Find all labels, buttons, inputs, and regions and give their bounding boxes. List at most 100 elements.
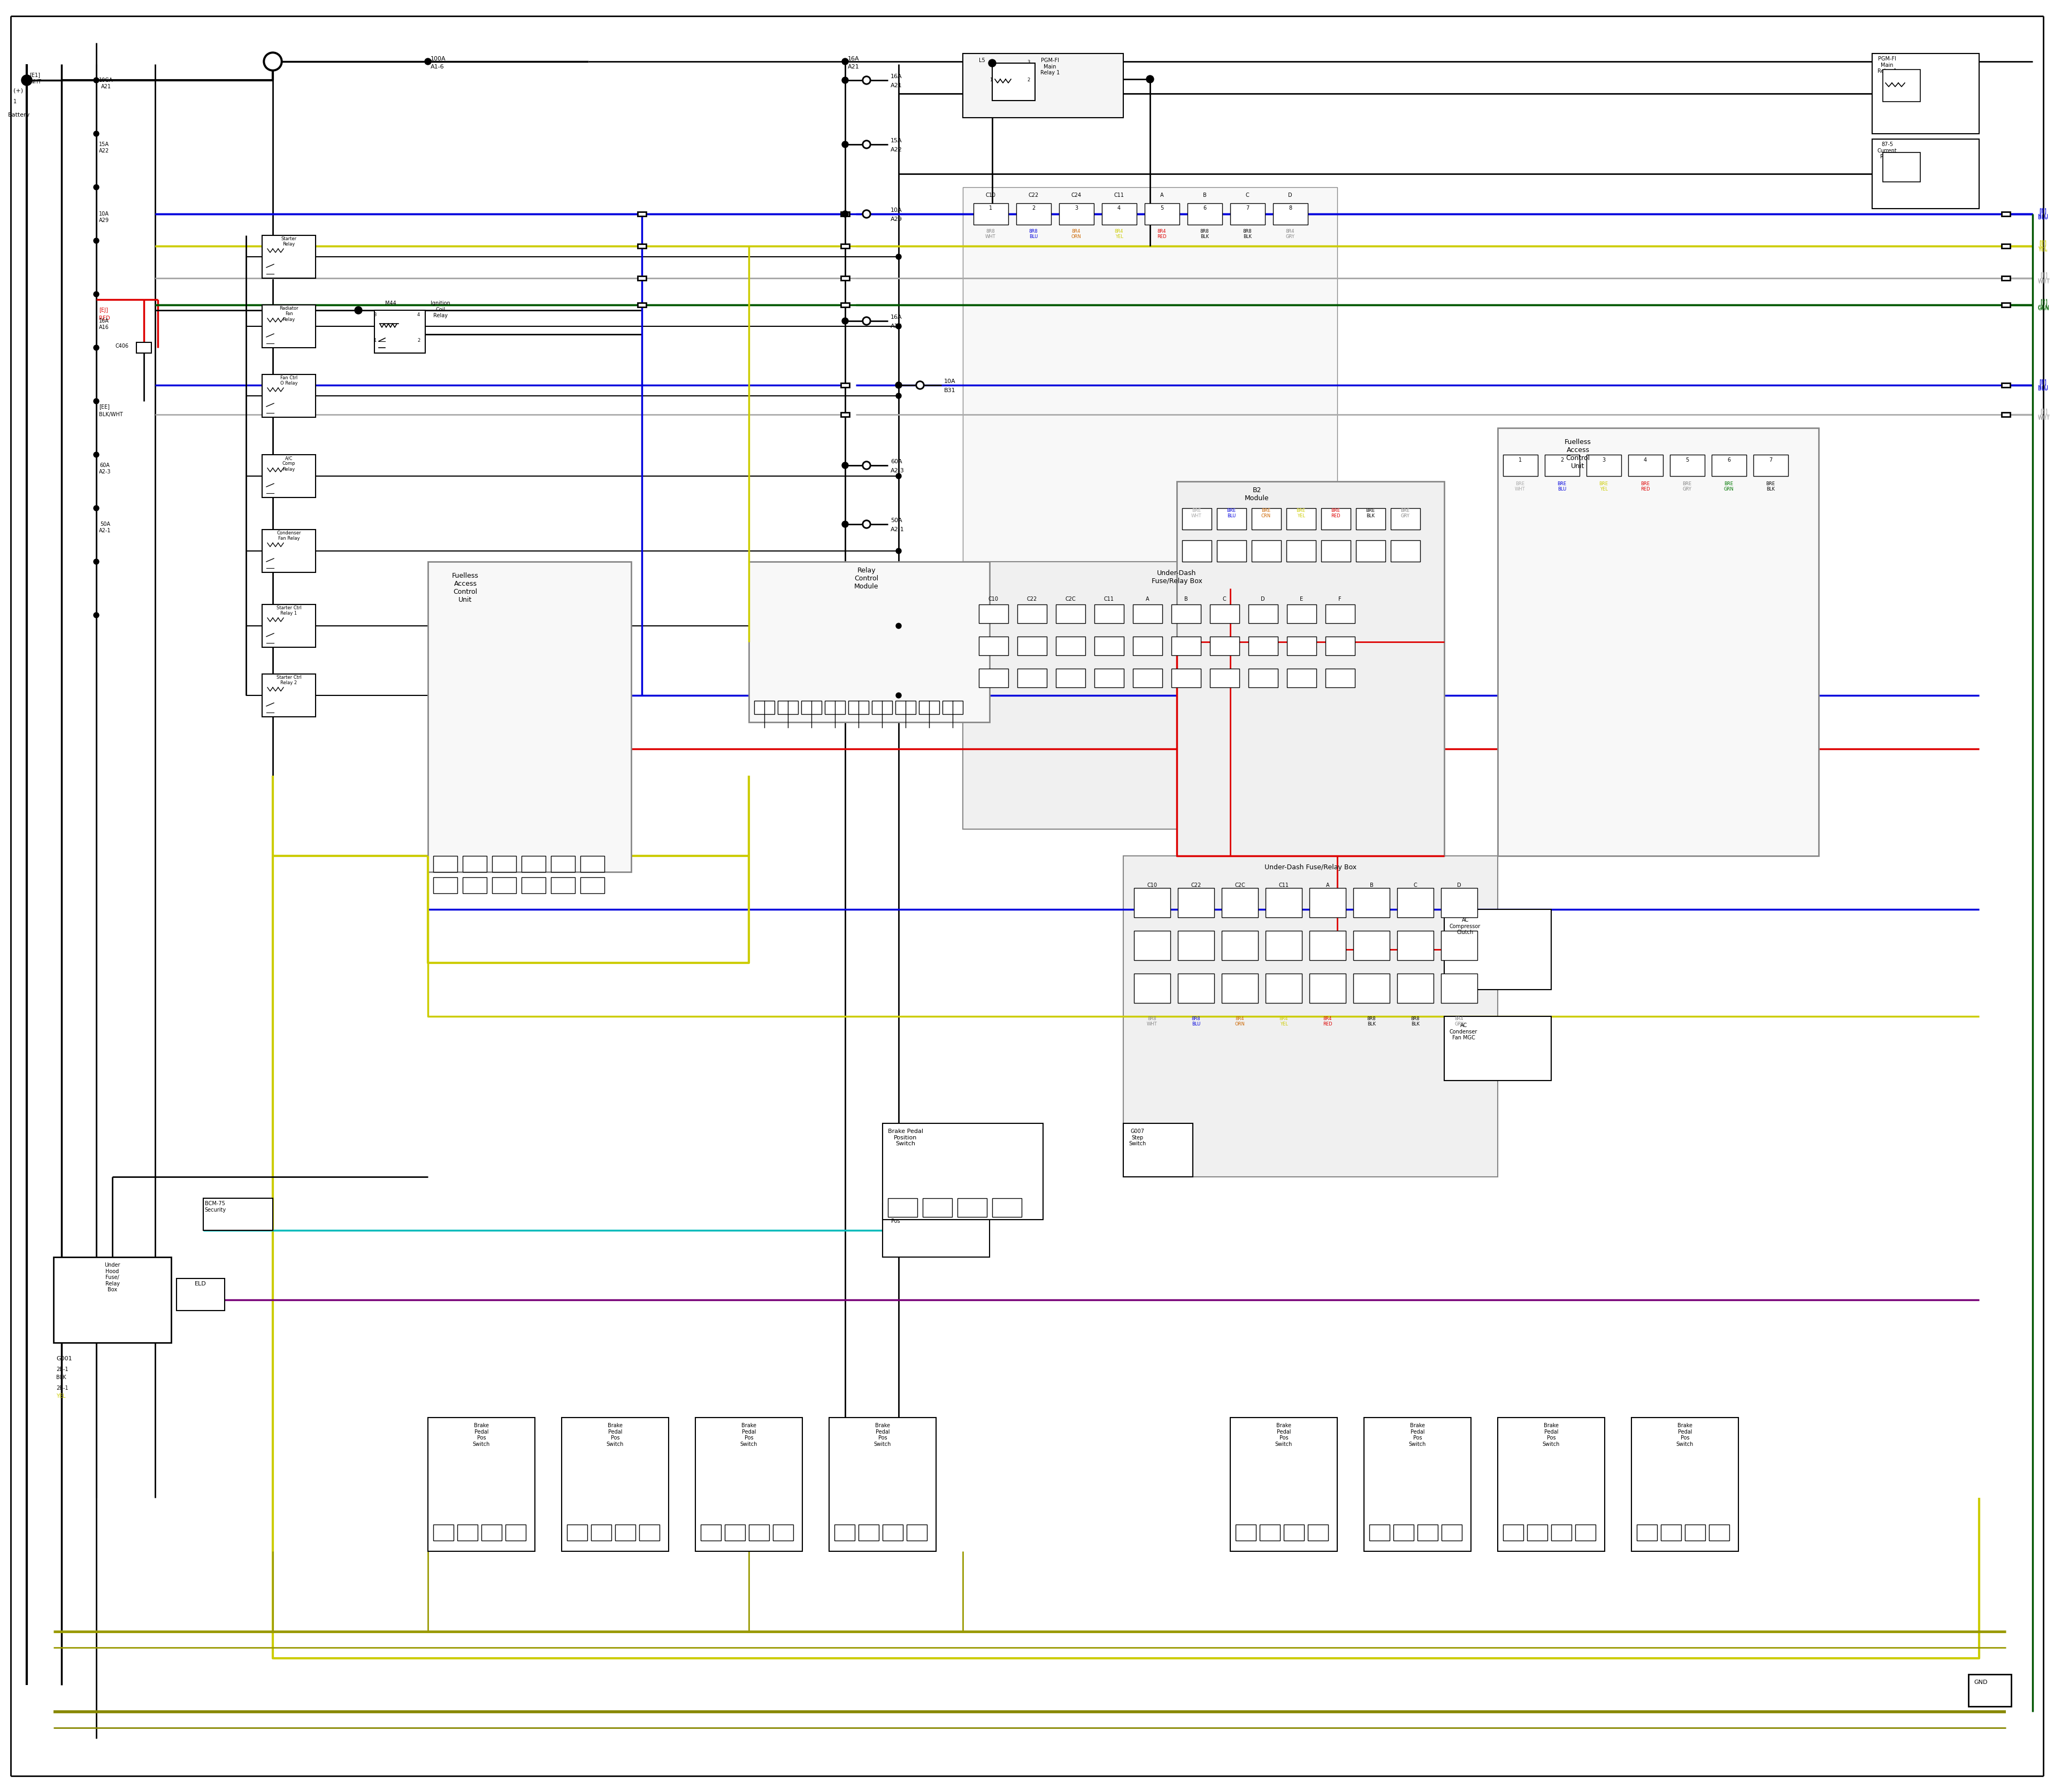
Circle shape xyxy=(265,54,279,70)
Text: Battery: Battery xyxy=(8,113,31,118)
Bar xyxy=(1288,636,1317,656)
Text: 1: 1 xyxy=(990,77,992,82)
Text: Brake
Pedal
Pos
Switch: Brake Pedal Pos Switch xyxy=(739,1423,758,1446)
Circle shape xyxy=(863,210,871,219)
Bar xyxy=(433,857,458,873)
Circle shape xyxy=(842,462,848,468)
Text: 8R4
GRY: 8R4 GRY xyxy=(1286,229,1294,240)
Circle shape xyxy=(94,559,99,564)
Bar xyxy=(567,1525,587,1541)
Circle shape xyxy=(263,52,283,72)
Bar xyxy=(1526,1525,1547,1541)
Circle shape xyxy=(988,59,996,66)
Bar xyxy=(1575,1525,1596,1541)
Text: [EJ]: [EJ] xyxy=(99,308,109,314)
Text: Brake Pedal
Position
Switch: Brake Pedal Position Switch xyxy=(887,1129,922,1147)
Text: D: D xyxy=(1288,192,1292,197)
Circle shape xyxy=(865,319,869,324)
Text: Starter
Relay: Starter Relay xyxy=(281,237,296,247)
Bar xyxy=(1273,202,1308,224)
Circle shape xyxy=(896,324,902,330)
Circle shape xyxy=(94,77,99,82)
Bar xyxy=(918,701,939,715)
Bar xyxy=(263,235,316,278)
Text: Brake
Pedal
Pos
Switch: Brake Pedal Pos Switch xyxy=(1543,1423,1559,1446)
Bar xyxy=(1391,539,1419,561)
Bar xyxy=(922,1199,953,1217)
Bar xyxy=(1310,889,1345,918)
Bar xyxy=(1124,1124,1193,1177)
Text: C24: C24 xyxy=(1070,192,1080,197)
Circle shape xyxy=(94,452,99,457)
Bar xyxy=(136,342,152,353)
Text: 60A
A2-3: 60A A2-3 xyxy=(99,462,111,475)
Bar xyxy=(1288,604,1317,624)
Bar xyxy=(801,701,822,715)
Text: 2B-1: 2B-1 xyxy=(55,1385,68,1391)
Bar xyxy=(1754,455,1789,477)
Bar xyxy=(1444,909,1551,989)
Text: 8R8
BLK: 8R8 BLK xyxy=(1243,229,1251,240)
Circle shape xyxy=(94,346,99,351)
Bar xyxy=(462,857,487,873)
Text: 8R4
ORN: 8R4 ORN xyxy=(1234,1016,1245,1027)
Text: BRE
CRN: BRE CRN xyxy=(1261,509,1271,518)
Text: B31: B31 xyxy=(945,387,955,392)
Bar xyxy=(1095,636,1124,656)
Bar xyxy=(433,1525,454,1541)
Text: BRE
GRN: BRE GRN xyxy=(1723,482,1734,491)
Bar xyxy=(581,878,604,894)
Circle shape xyxy=(863,520,871,529)
Text: [E]
WHT: [E] WHT xyxy=(2038,272,2050,283)
Bar xyxy=(1210,636,1239,656)
Circle shape xyxy=(865,77,869,82)
Bar xyxy=(1249,668,1278,688)
Text: Starter Ctrl
Relay 1: Starter Ctrl Relay 1 xyxy=(277,606,302,616)
Text: 8R4
RED: 8R4 RED xyxy=(1323,1016,1333,1027)
Text: BRE
BLU: BRE BLU xyxy=(1557,482,1567,491)
Circle shape xyxy=(842,142,848,147)
Bar xyxy=(834,1525,854,1541)
Bar xyxy=(1056,668,1085,688)
Bar xyxy=(1884,70,1920,102)
Bar xyxy=(374,310,425,353)
Bar xyxy=(840,211,850,217)
Bar xyxy=(1216,539,1247,561)
Bar xyxy=(1325,604,1356,624)
Text: C10: C10 xyxy=(986,192,996,197)
Bar xyxy=(1017,604,1048,624)
Bar xyxy=(906,1525,926,1541)
Circle shape xyxy=(94,131,99,136)
Bar xyxy=(614,1525,635,1541)
Text: BRE
RED: BRE RED xyxy=(1641,482,1649,491)
Circle shape xyxy=(896,548,902,554)
Circle shape xyxy=(896,624,902,629)
Bar xyxy=(840,276,850,280)
Bar xyxy=(887,1199,918,1217)
Text: C10: C10 xyxy=(988,597,998,602)
Text: 7: 7 xyxy=(1245,206,1249,211)
Bar xyxy=(1017,668,1048,688)
Text: C11: C11 xyxy=(1280,883,1288,889)
Bar xyxy=(1354,930,1391,961)
Text: [E]
WHT: [E] WHT xyxy=(2038,409,2050,421)
Text: E: E xyxy=(1300,597,1302,602)
Bar xyxy=(1144,202,1179,224)
Bar xyxy=(1442,973,1477,1004)
Bar xyxy=(700,1525,721,1541)
Text: B: B xyxy=(1183,597,1187,602)
Text: 10A
A29: 10A A29 xyxy=(99,211,109,222)
Bar xyxy=(637,303,647,306)
Bar xyxy=(1310,930,1345,961)
Text: 15A: 15A xyxy=(891,138,902,143)
Circle shape xyxy=(94,398,99,403)
Text: A21: A21 xyxy=(848,65,859,70)
Bar xyxy=(1321,509,1352,530)
Bar xyxy=(1171,668,1202,688)
Text: [E]
YEL: [E] YEL xyxy=(2038,240,2048,253)
Bar xyxy=(1288,668,1317,688)
Text: Under-Dash Fuse/Relay Box: Under-Dash Fuse/Relay Box xyxy=(1265,864,1356,871)
Text: 2B-1: 2B-1 xyxy=(55,1367,68,1373)
Text: 8R8
BLU: 8R8 BLU xyxy=(1191,1016,1200,1027)
Text: Fuelless
Access
Control
Unit: Fuelless Access Control Unit xyxy=(452,572,479,604)
